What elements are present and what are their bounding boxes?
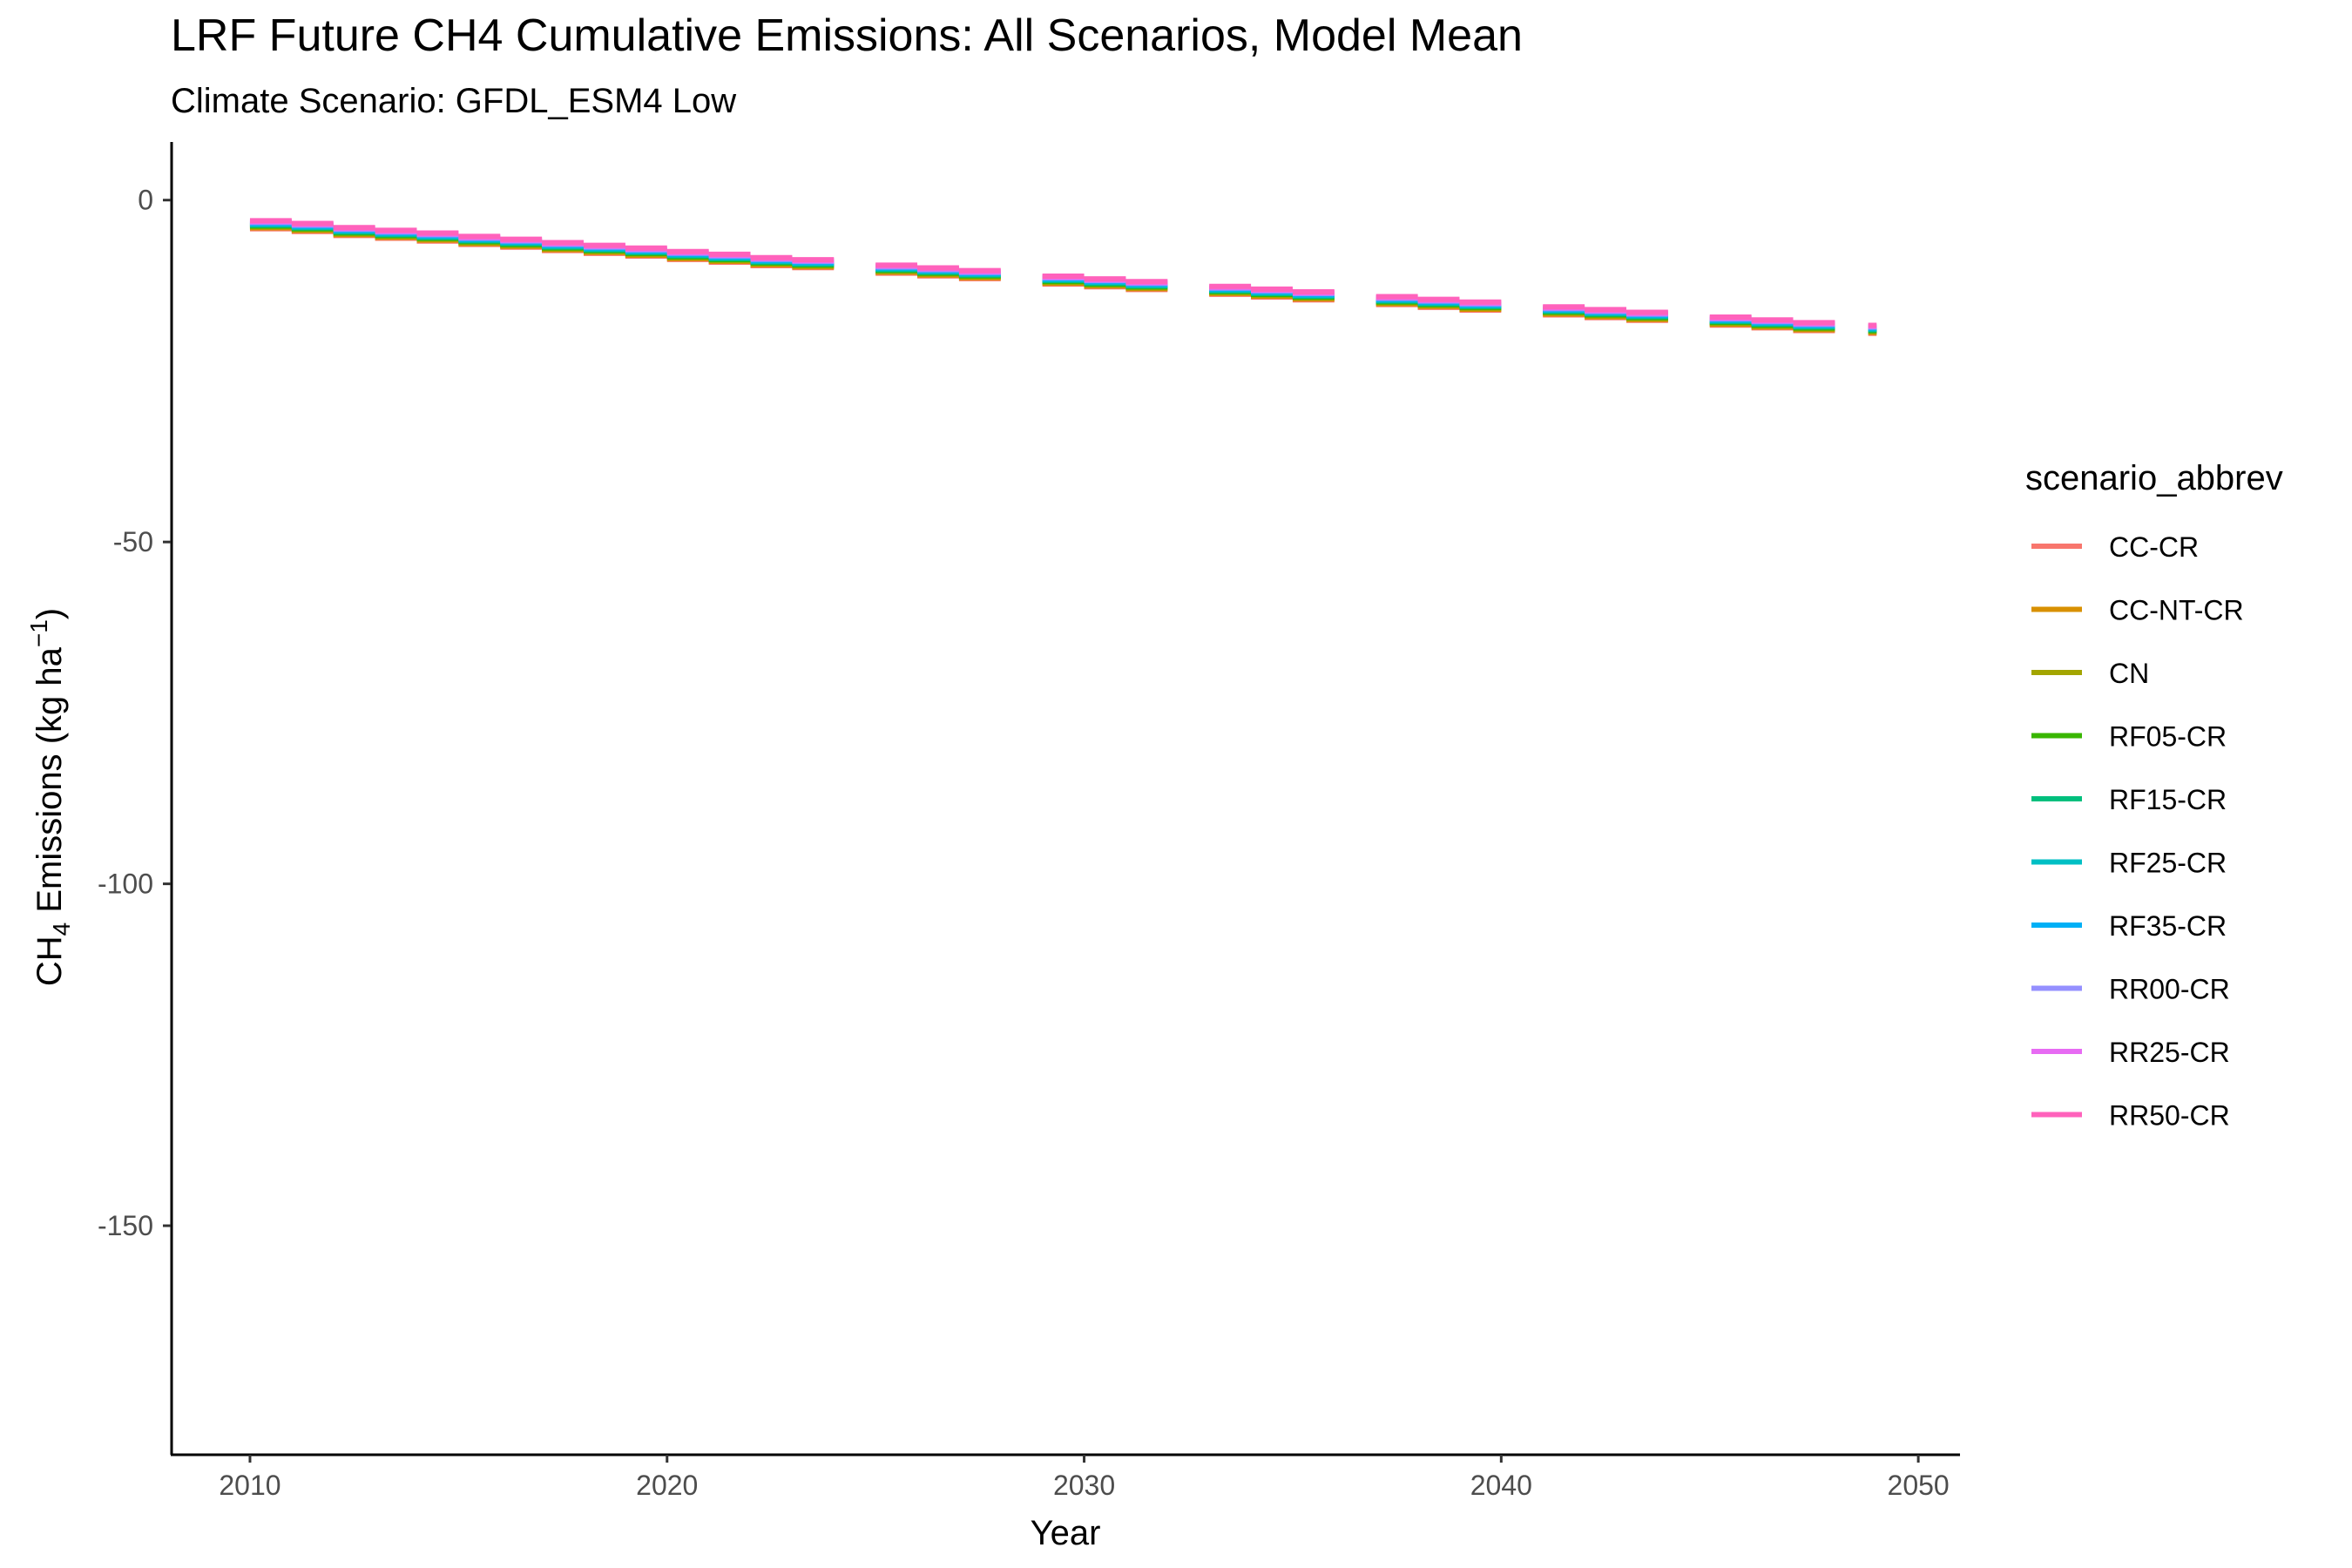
legend-label-rf35-cr: RF35-CR xyxy=(2109,910,2227,942)
legend-label-rr25-cr: RR25-CR xyxy=(2109,1037,2230,1068)
chart-subtitle: Climate Scenario: GFDL_ESM4 Low xyxy=(171,82,736,120)
y-axis-ticks: 0 -50 -100 -150 xyxy=(98,185,171,1241)
y-axis-title-superscript: −1 xyxy=(25,619,52,647)
legend-items: CC-CR CC-NT-CR CN RF05-CR RF15-CR RF25-CR RF35… xyxy=(2031,531,2244,1132)
y-axis-title-suffix: ) xyxy=(30,608,69,619)
x-tick-label: 2020 xyxy=(636,1470,698,1501)
y-axis-title: CH4 Emissions (kg ha−1) xyxy=(25,608,75,986)
x-axis-title: Year xyxy=(1031,1514,1101,1552)
legend-label-rf25-cr: RF25-CR xyxy=(2109,848,2227,879)
legend-label-rf05-cr: RF05-CR xyxy=(2109,721,2227,753)
legend-label-rf15-cr: RF15-CR xyxy=(2109,784,2227,815)
y-tick-label: -50 xyxy=(113,526,153,558)
chart-title: LRF Future CH4 Cumulative Emissions: All… xyxy=(171,10,1523,61)
legend-label-cc-nt-cr: CC-NT-CR xyxy=(2109,595,2244,626)
x-tick-label: 2040 xyxy=(1470,1470,1532,1501)
x-tick-label: 2030 xyxy=(1053,1470,1115,1501)
y-tick-label: -100 xyxy=(98,868,153,900)
series-rr50-cr xyxy=(249,218,1877,328)
x-axis-ticks: 2010 2020 2030 2040 2050 xyxy=(219,1455,1950,1501)
y-axis-title-prefix: CH xyxy=(30,936,69,986)
legend-label-cn: CN xyxy=(2109,658,2149,689)
y-tick-label: 0 xyxy=(138,185,153,216)
y-axis-title-subscript: 4 xyxy=(48,923,75,936)
legend-title: scenario_abbrev xyxy=(2025,459,2283,497)
y-axis-title-middle: Emissions (kg ha xyxy=(30,646,69,922)
series-marks xyxy=(249,218,1877,336)
legend: scenario_abbrev CC-CR CC-NT-CR CN RF05-CR RF… xyxy=(2025,459,2283,1132)
plot-panel: 0 -50 -100 -150 2010 2020 2030 2040 2050 xyxy=(98,142,1960,1501)
y-tick-label: -150 xyxy=(98,1210,153,1241)
legend-label-rr00-cr: RR00-CR xyxy=(2109,974,2230,1005)
legend-label-rr50-cr: RR50-CR xyxy=(2109,1100,2230,1132)
legend-label-cc-cr: CC-CR xyxy=(2109,531,2199,563)
x-tick-label: 2010 xyxy=(219,1470,280,1501)
x-tick-label: 2050 xyxy=(1888,1470,1950,1501)
